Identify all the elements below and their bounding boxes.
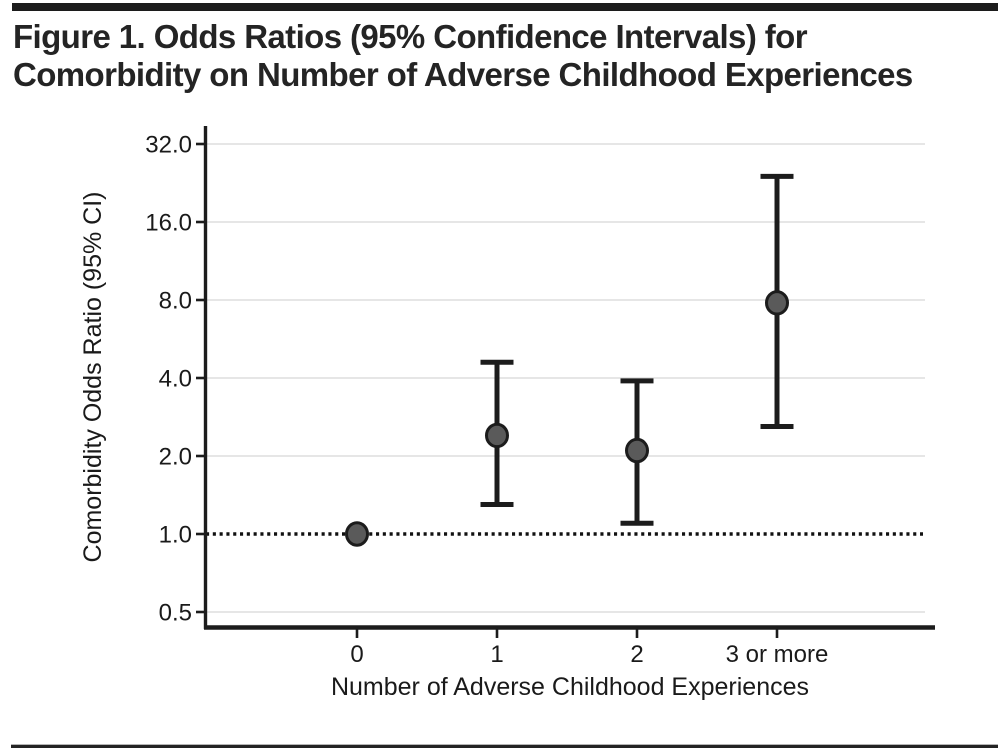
y-axis-ticks [196, 142, 207, 614]
x-tick-label: 3 or more [726, 641, 829, 668]
x-tick-label: 1 [490, 641, 503, 668]
data-point [345, 521, 369, 547]
data-point [620, 378, 654, 526]
data-point-marker [345, 521, 369, 547]
x-tick-label: 0 [350, 641, 363, 668]
figure-title-line1: Figure 1. Odds Ratios (95% Confidence In… [13, 18, 808, 55]
y-tick-label: 8.0 [159, 288, 192, 315]
y-tick-label: 1.0 [159, 522, 192, 549]
y-axis-title: Comorbidity Odds Ratio (95% CI) [79, 192, 107, 563]
data-series [345, 173, 794, 547]
x-axis-tick-labels: 0 1 2 3 or more [350, 641, 828, 668]
data-point-marker [485, 422, 509, 449]
data-point-marker [625, 437, 649, 464]
figure-title-line2: Comorbidity on Number of Adverse Childho… [13, 56, 913, 93]
gridlines [206, 143, 925, 613]
x-axis-title: Number of Adverse Childhood Experiences [331, 673, 809, 701]
y-tick-label: 2.0 [159, 444, 192, 471]
top-rule [12, 3, 998, 11]
bottom-rule [11, 744, 998, 748]
figure-title: Figure 1. Odds Ratios (95% Confidence In… [13, 18, 998, 94]
y-tick-label: 0.5 [159, 600, 192, 627]
y-tick-label: 4.0 [159, 366, 192, 393]
y-tick-label: 16.0 [145, 210, 192, 237]
x-axis-ticks [355, 627, 779, 638]
data-point-marker [765, 290, 789, 316]
data-point [480, 359, 514, 507]
data-point [760, 173, 794, 429]
y-axis-tick-labels: 32.0 16.0 8.0 4.0 2.0 1.0 0.5 [145, 132, 192, 627]
y-tick-label: 32.0 [145, 132, 192, 159]
x-tick-label: 2 [630, 641, 643, 668]
